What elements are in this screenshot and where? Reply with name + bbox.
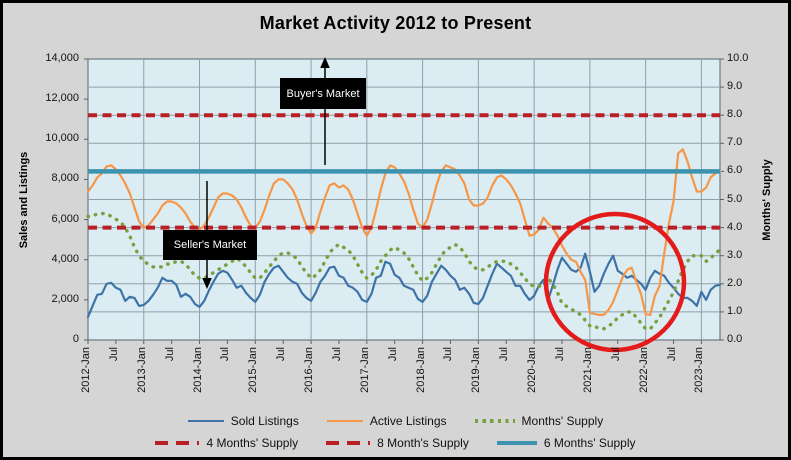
x-axis-tick-label: 2016-Jan <box>303 347 316 393</box>
buyers-market-annotation: Buyer's Market <box>280 78 366 109</box>
x-axis-tick-label: 2019-Jan <box>470 347 483 393</box>
right-axis-tick-label: 5.0 <box>727 192 743 205</box>
x-axis-tick-label: 2015-Jan <box>247 347 260 393</box>
right-axis-tick-label: 0.0 <box>727 333 743 345</box>
legend-item: Active Listings <box>326 414 447 428</box>
left-axis-tick-label: 12,000 <box>45 92 79 105</box>
highlight-ellipse <box>543 211 687 353</box>
active-legend-swatch <box>326 419 363 423</box>
legend-label: 6 Months' Supply <box>543 436 636 450</box>
left-axis-tick-label: 10,000 <box>45 132 79 145</box>
x-axis-tick-label: Jul <box>554 347 566 362</box>
x-axis-tick-label: 2018-Jan <box>414 347 427 393</box>
sellers-market-annotation: Seller's Market <box>163 230 257 260</box>
legend-label: Months' Supply <box>521 414 604 428</box>
legend-label: 8 Month's Supply <box>377 436 469 450</box>
x-axis-tick-label: Jul <box>330 347 343 362</box>
x-axis-tick-label: 2017-Jan <box>358 347 371 393</box>
right-axis-tick-label: 9.0 <box>727 80 743 93</box>
legend-item: 6 Months' Supply <box>496 436 636 450</box>
right-axis-title: Months' Supply <box>761 159 773 241</box>
solid_teal-legend-swatch <box>496 440 537 446</box>
left-axis-tick-label: 0 <box>72 333 79 345</box>
sold-listings-line <box>86 252 722 318</box>
x-axis-tick-label: Jul <box>609 347 622 362</box>
legend-row: Sold Listings Active Listings Months' Supp… <box>187 414 604 428</box>
legend-label: Sold Listings <box>230 414 299 428</box>
x-axis-tick-label: Jul <box>498 347 511 362</box>
legend-item: Months' Supply <box>474 414 604 428</box>
right-axis-tick-label: 7.0 <box>727 136 743 149</box>
x-axis-tick-label: Jul <box>275 347 288 362</box>
x-axis-tick-label: Jul <box>665 347 678 362</box>
x-axis-tick-label: Jul <box>386 347 399 362</box>
x-axis-tick-label: Jul <box>219 347 232 362</box>
right-axis-tick-label: 10.0 <box>727 52 749 64</box>
left-axis-title: Sales and Listings <box>18 151 30 249</box>
right-axis-tick-label: 4.0 <box>727 220 743 233</box>
left-axis-tick-label: 8,000 <box>51 172 79 185</box>
legend-label: Active Listings <box>369 414 447 428</box>
right-axis-tick-label: 1.0 <box>727 304 743 317</box>
right-axis-tick-label: 2.0 <box>727 276 743 289</box>
up-arrowhead <box>320 57 330 68</box>
sold-legend-swatch <box>187 419 224 423</box>
x-axis-tick-label: Jul <box>442 347 455 362</box>
left-axis-tick-label: 6,000 <box>51 212 79 225</box>
legend-label: 4 Months' Supply <box>206 436 299 450</box>
chart-title: Market Activity 2012 to Present <box>259 13 532 33</box>
x-axis-tick-label: 2023-Jan <box>693 347 706 393</box>
legend-item: Sold Listings <box>187 414 299 428</box>
x-axis-tick-label: Jul <box>163 347 176 362</box>
legend-row: 4 Months' Supply 8 Month's Supply 6 Months… <box>155 436 636 450</box>
right-axis-tick-label: 6.0 <box>727 164 743 177</box>
down-arrowhead <box>202 278 212 289</box>
dashed_red-legend-swatch <box>155 441 200 445</box>
x-axis-tick-label: 2021-Jan <box>581 347 594 393</box>
x-axis-tick-label: 2013-Jan <box>135 347 148 393</box>
dashed_red-legend-swatch <box>326 441 371 445</box>
months-supply-dotted-line <box>86 211 722 331</box>
x-axis-tick-label: 2012-Jan <box>80 347 92 393</box>
x-axis-tick-label: 2014-Jan <box>191 347 204 393</box>
legend-item: 4 Months' Supply <box>155 436 298 450</box>
right-axis-tick-label: 3.0 <box>727 248 743 261</box>
left-axis-tick-label: 2,000 <box>51 292 79 305</box>
chart-legend: Sold Listings Active Listings Months' Supp… <box>3 414 788 450</box>
legend-item: 8 Month's Supply <box>326 436 469 450</box>
right-axis-tick-label: 8.0 <box>727 108 743 121</box>
market-activity-chart <box>84 57 724 353</box>
x-axis-tick-label: 2020-Jan <box>526 347 539 393</box>
supply_dots-legend-swatch <box>474 419 515 423</box>
x-axis-tick-label: 2022-Jan <box>637 347 650 393</box>
x-axis-tick-label: Jul <box>107 347 120 362</box>
left-axis-tick-label: 14,000 <box>45 52 79 64</box>
left-axis-tick-label: 4,000 <box>51 252 79 265</box>
